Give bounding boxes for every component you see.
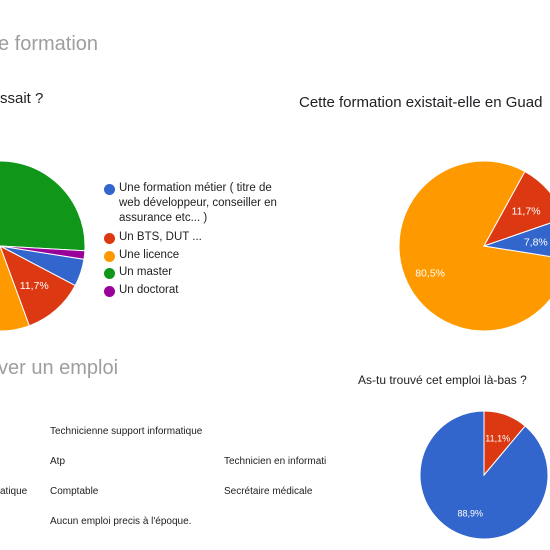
section-title-emploi: ver un emploi: [0, 357, 119, 379]
pie2-slice-0: [398, 160, 550, 332]
response-item: Secrétaire médicale: [224, 486, 313, 497]
pie2-slice-2: [483, 222, 550, 257]
question-title-2: Cette formation existait-elle en Guad: [299, 94, 543, 111]
pie1-slice-3: [0, 160, 86, 252]
legend-label-bts: Un BTS, DUT ...: [119, 231, 202, 243]
response-item: Atp: [50, 456, 66, 467]
pie2-label-0: 80,5%: [415, 267, 445, 279]
legend-label-formation-metier: Une formation métier ( titre de web déve…: [119, 182, 277, 224]
response-item: Technicien en informati: [224, 456, 327, 467]
legend-dot-formation-metier: [104, 184, 115, 195]
legend-dot-master: [104, 268, 115, 279]
pie2-label-2: 7,8%: [524, 236, 548, 248]
legend-label-doctorat: Un doctorat: [119, 284, 179, 296]
legend-label-licence: Une licence: [119, 249, 180, 261]
pie3-label-0: 88,9%: [458, 509, 484, 519]
pie2-slice-1: [482, 170, 550, 247]
pie2-label-1: 11,7%: [512, 206, 541, 218]
pie3-slice-1: [483, 410, 526, 477]
legend-dot-licence: [104, 251, 115, 262]
pie1-label-1: 11,7%: [20, 280, 49, 292]
legend-dot-bts: [104, 233, 115, 244]
response-item: Technicienne support informatique: [50, 426, 203, 437]
pie1-slice-1: [0, 245, 76, 327]
legend-label-master: Un master: [119, 266, 173, 278]
section-title-formation: e formation: [0, 33, 99, 55]
question-title-3: As-tu trouvé cet emploi là-bas ?: [358, 373, 527, 387]
pie1-slice-2: [0, 245, 30, 332]
pie1-slice-4: [0, 245, 86, 260]
question-title-1: ssait ?: [0, 90, 44, 107]
response-item: atique: [0, 486, 28, 497]
pie3-label-1: 11,1%: [485, 433, 510, 443]
legend-dot-doctorat: [104, 286, 115, 297]
response-item: Comptable: [50, 486, 99, 497]
response-item: Aucun emploi precis à l'époque.: [50, 516, 192, 527]
